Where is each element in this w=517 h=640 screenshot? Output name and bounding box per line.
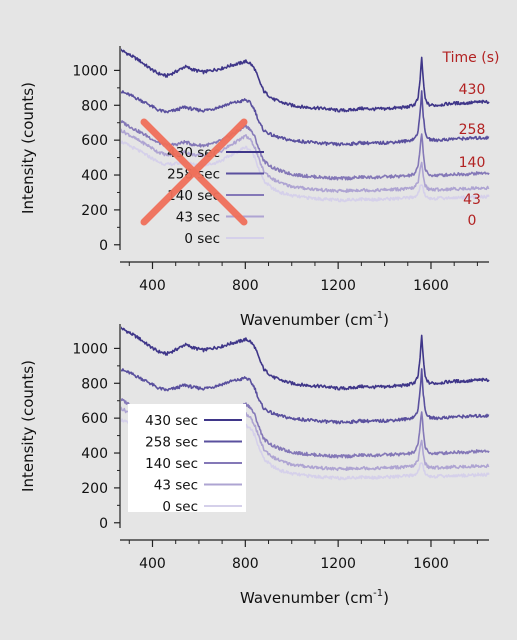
y-tick-label: 600: [81, 133, 108, 149]
legend: 430 sec 258 sec 140 sec 43 sec 0 sec: [128, 404, 246, 515]
legend-label: 140 sec: [145, 456, 198, 472]
y-axis-label: Intensity (counts): [19, 360, 37, 492]
x-axis-label-superscript: -1: [373, 588, 383, 599]
chart-panel-bottom: 0 200 400 600 800 1000 400 800 1200 1600 Wavenumbe…: [19, 324, 490, 607]
series-line-430-sec: [121, 326, 490, 391]
y-tick-label: 200: [81, 203, 108, 219]
y-axis-label: Intensity (counts): [19, 82, 37, 214]
x-axis-label-close: ): [383, 589, 389, 607]
series-line-43-sec: [121, 128, 490, 194]
y-tick-label: 400: [81, 446, 108, 462]
y-tick-label: 1000: [72, 63, 108, 79]
time-annotation-label: 430: [459, 82, 486, 98]
legend-label: 43 sec: [176, 210, 220, 226]
time-annotation-label: 258: [459, 122, 486, 138]
x-tick-label: 400: [139, 556, 166, 572]
x-axis-label: Wavenumber (cm-1): [240, 310, 389, 329]
plot-area: [121, 48, 490, 203]
x-tick-label: 1200: [320, 278, 356, 294]
y-tick-label: 0: [99, 516, 108, 532]
x-axis-label: Wavenumber (cm-1): [240, 588, 389, 607]
x-tick-label: 1600: [413, 278, 449, 294]
legend-label: 140 sec: [167, 188, 220, 204]
y-tick-label: 600: [81, 411, 108, 427]
x-axis-label-text: Wavenumber (cm: [240, 311, 373, 329]
y-tick-label: 0: [99, 238, 108, 254]
legend-label: 258 sec: [145, 435, 198, 451]
time-annotation-title: Time (s): [442, 50, 500, 66]
series-line-258-sec: [121, 90, 490, 147]
y-tick-label: 800: [81, 98, 108, 114]
time-annotation-label: 140: [459, 155, 486, 171]
legend-label: 430 sec: [145, 413, 198, 429]
x-tick-label: 1200: [320, 556, 356, 572]
series-line-140-sec: [121, 120, 490, 181]
legend-box: [128, 404, 246, 512]
legend-label: 43 sec: [154, 478, 198, 494]
y-tick-label: 800: [81, 376, 108, 392]
chart-panel-top: 0 200 400 600 800 1000 400 800 1200 1600 Wavenumbe…: [19, 46, 499, 329]
time-annotation-label: 43: [463, 192, 481, 208]
x-axis-label-close: ): [383, 311, 389, 329]
series-line-258-sec: [121, 368, 490, 425]
y-tick-label: 200: [81, 481, 108, 497]
x-axis-label-text: Wavenumber (cm: [240, 589, 373, 607]
x-tick-label: 800: [232, 278, 259, 294]
x-tick-label: 800: [232, 556, 259, 572]
cross-out-stroke: [140, 118, 248, 226]
legend-label: 0 sec: [162, 499, 198, 515]
y-tick-label: 1000: [72, 341, 108, 357]
time-annotation-label: 0: [468, 213, 477, 229]
x-axis-label-superscript: -1: [373, 310, 383, 321]
y-tick-label: 400: [81, 168, 108, 184]
x-tick-label: 1600: [413, 556, 449, 572]
legend-label: 0 sec: [184, 231, 220, 247]
x-tick-label: 400: [139, 278, 166, 294]
series-line-430-sec: [121, 48, 490, 113]
